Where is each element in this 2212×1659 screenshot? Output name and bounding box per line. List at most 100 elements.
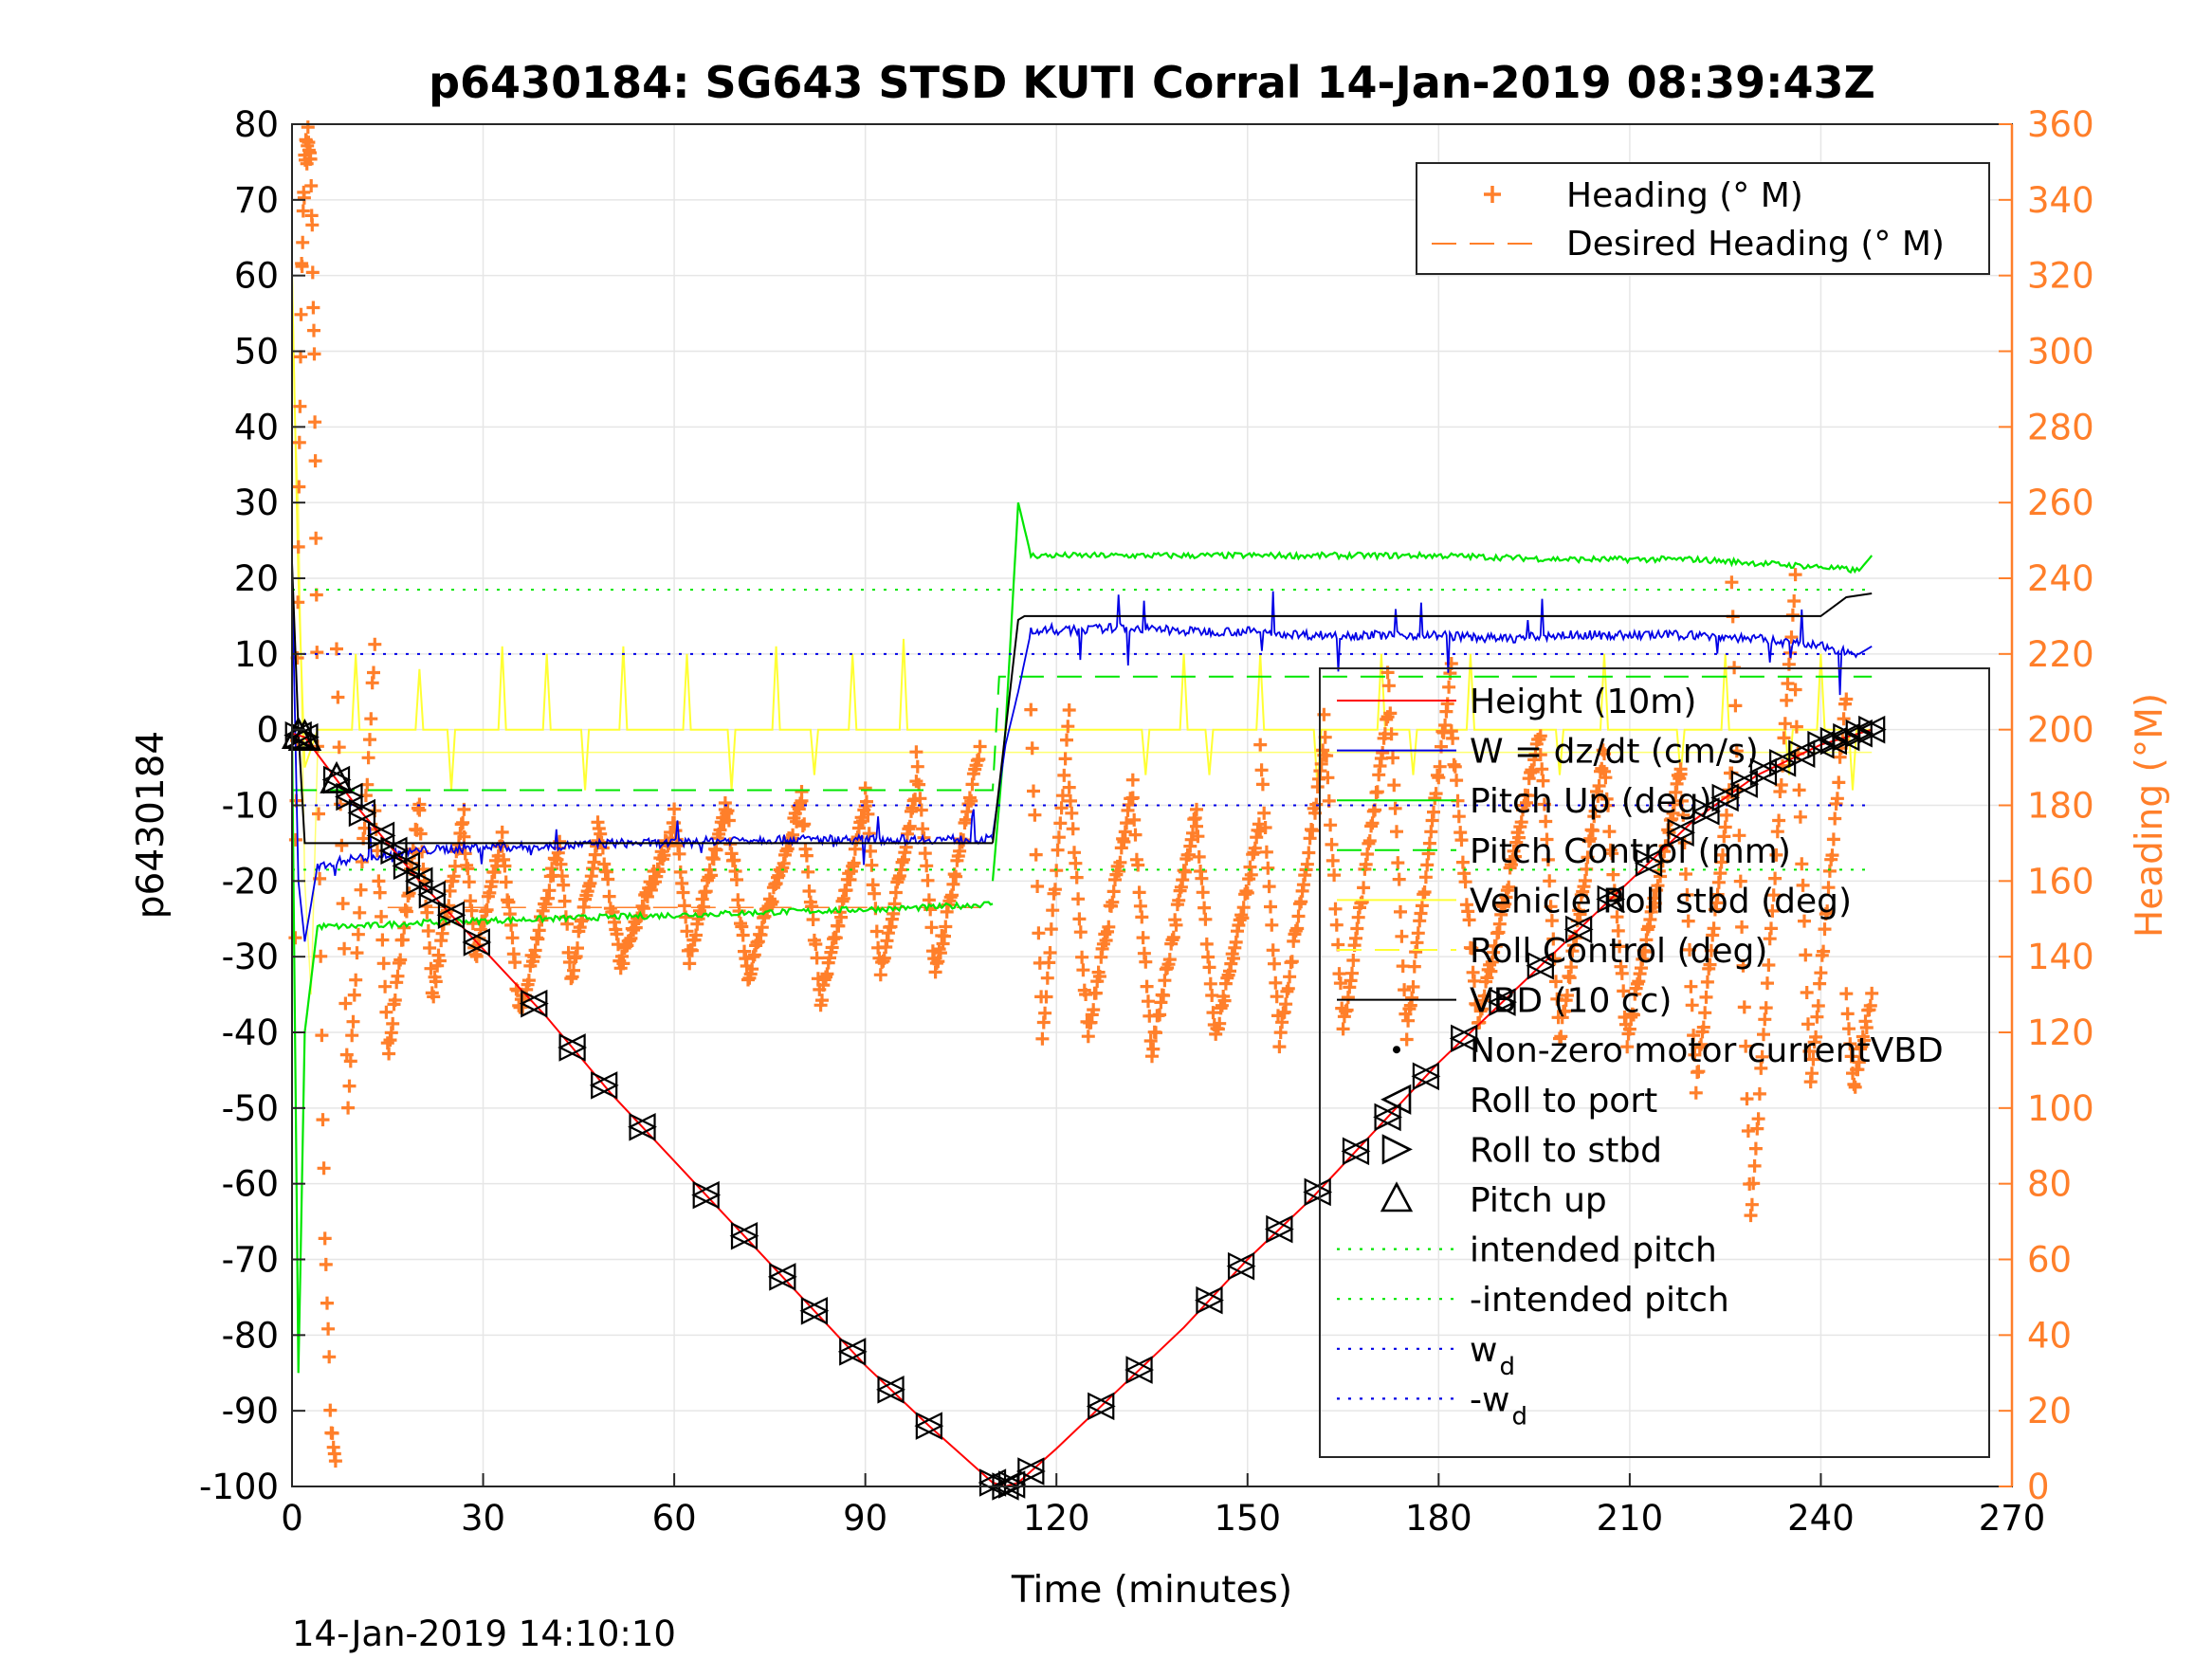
heading-point — [360, 777, 375, 792]
y-right-tick-label: 340 — [2027, 180, 2094, 221]
heading-point — [307, 347, 321, 361]
heading-point — [1683, 942, 1696, 957]
heading-point — [860, 794, 873, 809]
roll-to-stbd-marker — [1227, 1251, 1256, 1281]
y-right-tick-label: 320 — [2027, 256, 2094, 297]
heading-point — [1828, 811, 1842, 826]
roll-to-stbd-marker — [877, 1376, 906, 1404]
heading-point — [1255, 777, 1270, 792]
heading-point — [1810, 1010, 1824, 1024]
heading-point — [1788, 683, 1802, 697]
roll-to-stbd-marker — [915, 1412, 944, 1440]
heading-point — [1355, 895, 1369, 909]
heading-point — [336, 897, 350, 911]
heading-point — [1602, 825, 1617, 839]
heading-point — [1072, 912, 1087, 926]
heading-point — [1703, 957, 1717, 972]
heading-point — [1396, 959, 1410, 974]
roll-to-stbd-marker — [1788, 739, 1817, 768]
heading-point — [1716, 848, 1729, 862]
heading-point — [847, 856, 861, 870]
marker-group — [417, 880, 448, 909]
heading-point — [1420, 858, 1435, 872]
y-right-tick-label: 220 — [2027, 634, 2094, 675]
heading-point — [347, 988, 361, 1002]
heading-point — [1198, 912, 1213, 926]
heading-point — [1458, 875, 1472, 889]
heading-point — [317, 1161, 331, 1176]
heading-point — [869, 924, 884, 939]
heading-point — [1689, 1085, 1703, 1100]
heading-point — [1820, 904, 1835, 919]
heading-point — [602, 889, 616, 903]
heading-point — [1455, 855, 1470, 869]
heading-point — [1199, 937, 1214, 951]
heading-point — [1057, 768, 1071, 782]
heading-point — [914, 803, 928, 817]
heading-point — [1398, 983, 1412, 997]
roll-to-stbd-marker — [1565, 915, 1594, 944]
heading-point — [1136, 931, 1150, 945]
heading-point — [1029, 848, 1043, 862]
heading-point — [1039, 990, 1053, 1004]
x-tick-label: 90 — [843, 1498, 887, 1539]
heading-point — [1752, 1086, 1766, 1101]
legend-main-label: VBD (10 cc) — [1470, 982, 1672, 1021]
heading-point — [1626, 1008, 1640, 1022]
y-right-tick-label: 60 — [2027, 1240, 2072, 1281]
heading-point — [372, 874, 386, 888]
heading-point — [1442, 680, 1456, 694]
heading-point — [310, 646, 324, 660]
footer-timestamp: 14-Jan-2019 14:10:10 — [292, 1613, 676, 1654]
heading-point — [1055, 789, 1069, 803]
heading-point — [571, 941, 584, 956]
heading-point — [346, 1014, 360, 1029]
heading-point — [1053, 816, 1068, 830]
heading-point — [1071, 892, 1086, 906]
heading-point — [1795, 857, 1809, 871]
heading-point — [448, 859, 462, 873]
heading-point — [1578, 874, 1592, 887]
heading-point — [1798, 914, 1811, 928]
marker-group — [1411, 1062, 1441, 1091]
heading-point — [1770, 825, 1784, 839]
heading-point — [1799, 948, 1813, 962]
heading-point — [1472, 1015, 1487, 1030]
y-right-tick-label: 20 — [2027, 1391, 2072, 1431]
heading-point — [508, 956, 522, 970]
heading-point — [1054, 801, 1069, 815]
heading-point — [1691, 1065, 1706, 1079]
heading-point — [1087, 1003, 1101, 1017]
heading-point — [801, 865, 815, 879]
heading-point — [1764, 921, 1778, 936]
heading-point — [1046, 903, 1060, 918]
heading-point — [296, 204, 310, 218]
heading-point — [502, 895, 516, 909]
heading-point — [1772, 813, 1786, 828]
heading-point — [1710, 887, 1725, 902]
heading-point — [1417, 885, 1432, 899]
marker-group — [1729, 770, 1760, 798]
heading-point — [1153, 1008, 1167, 1022]
heading-point — [1778, 717, 1792, 731]
heading-point — [1302, 846, 1316, 860]
heading-point — [1757, 1028, 1770, 1042]
heading-point — [343, 1054, 357, 1068]
heading-point — [495, 825, 509, 839]
marker-group — [1449, 1024, 1479, 1053]
heading-point — [521, 974, 536, 988]
heading-point — [1266, 943, 1280, 957]
heading-point — [1762, 958, 1776, 972]
heading-point — [532, 923, 546, 938]
heading-point — [1391, 856, 1405, 870]
heading-point — [1291, 909, 1306, 923]
heading-point — [1314, 757, 1328, 771]
heading-point — [1135, 910, 1149, 924]
heading-point — [1725, 575, 1739, 590]
heading-point — [1545, 914, 1559, 928]
heading-point — [1202, 960, 1216, 975]
y-right-tick-label: 200 — [2027, 710, 2094, 751]
y-tick-label: 0 — [256, 710, 279, 751]
heading-point — [1694, 1037, 1709, 1051]
marker-group — [347, 798, 377, 828]
